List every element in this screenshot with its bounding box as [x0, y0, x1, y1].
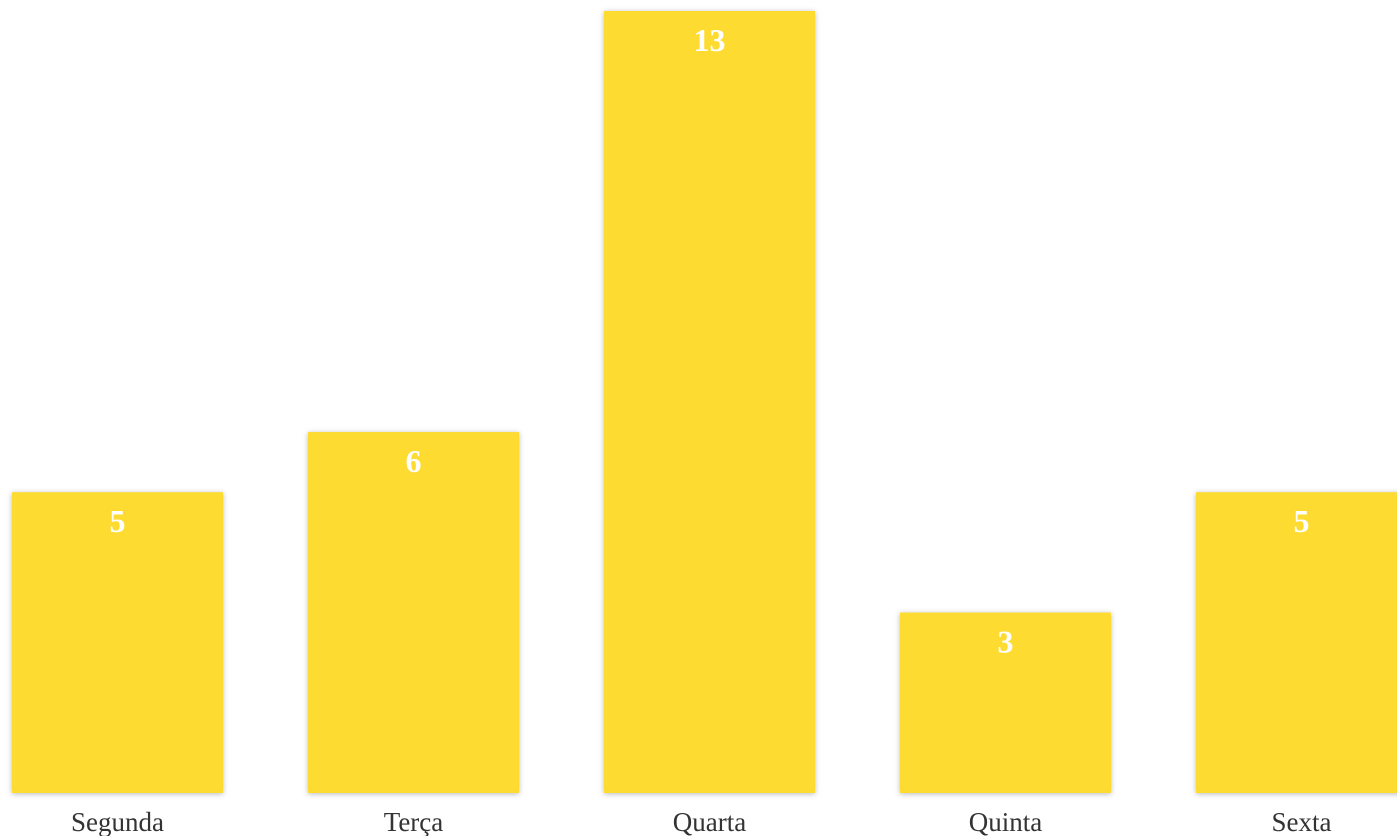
bar-value-label-terca: 6 — [406, 443, 422, 479]
category-label-quarta: Quarta — [673, 807, 746, 836]
category-label-segunda: Segunda — [71, 807, 164, 836]
category-label-terca: Terça — [384, 807, 444, 836]
bar-value-label-segunda: 5 — [110, 503, 126, 539]
category-label-sexta: Sexta — [1272, 807, 1332, 836]
value-labels-group: 5 6 13 3 5 — [110, 22, 1310, 660]
bar-segunda — [12, 492, 223, 793]
bar-quinta — [900, 612, 1111, 793]
bar-quarta — [604, 11, 815, 793]
bar-value-label-quinta: 3 — [998, 624, 1014, 660]
bar-sexta — [1196, 492, 1397, 793]
bar-value-label-sexta: 5 — [1294, 503, 1310, 539]
bar-value-label-quarta: 13 — [694, 22, 726, 58]
category-label-quinta: Quinta — [969, 807, 1043, 836]
bars-group — [12, 11, 1397, 793]
bar-terca — [308, 432, 519, 793]
category-labels-group: Segunda Terça Quarta Quinta Sexta — [71, 807, 1331, 836]
